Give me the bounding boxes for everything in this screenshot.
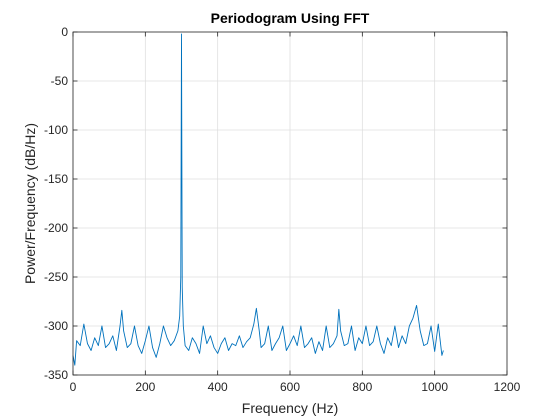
y-tick-label: -100 bbox=[44, 123, 68, 137]
y-tick-label: -250 bbox=[44, 270, 68, 284]
x-tick-label: 1200 bbox=[494, 380, 521, 394]
y-tick-label: -50 bbox=[51, 74, 69, 88]
y-tick-label: -350 bbox=[44, 368, 68, 382]
x-tick-label: 800 bbox=[352, 380, 372, 394]
data-layer bbox=[72, 33, 444, 366]
y-tick-label: 0 bbox=[61, 25, 68, 39]
tick-marks bbox=[72, 31, 508, 376]
chart-title: Periodogram Using FFT bbox=[211, 10, 370, 26]
y-tick-label: -150 bbox=[44, 172, 68, 186]
x-tick-label: 400 bbox=[208, 380, 228, 394]
y-axis-label: Power/Frequency (dB/Hz) bbox=[22, 123, 38, 284]
x-tick-label: 0 bbox=[70, 380, 77, 394]
x-tick-label: 600 bbox=[280, 380, 300, 394]
x-tick-label: 1000 bbox=[421, 380, 448, 394]
y-tick-label: -200 bbox=[44, 221, 68, 235]
y-tick-labels: 0 -50 -100 -150 -200 -250 -300 -350 bbox=[44, 25, 68, 382]
x-tick-label: 200 bbox=[135, 380, 155, 394]
x-tick-labels: 0 200 400 600 800 1000 1200 bbox=[70, 380, 521, 394]
periodogram-series-line bbox=[72, 33, 444, 366]
y-tick-label: -300 bbox=[44, 319, 68, 333]
x-axis-label: Frequency (Hz) bbox=[242, 400, 338, 416]
